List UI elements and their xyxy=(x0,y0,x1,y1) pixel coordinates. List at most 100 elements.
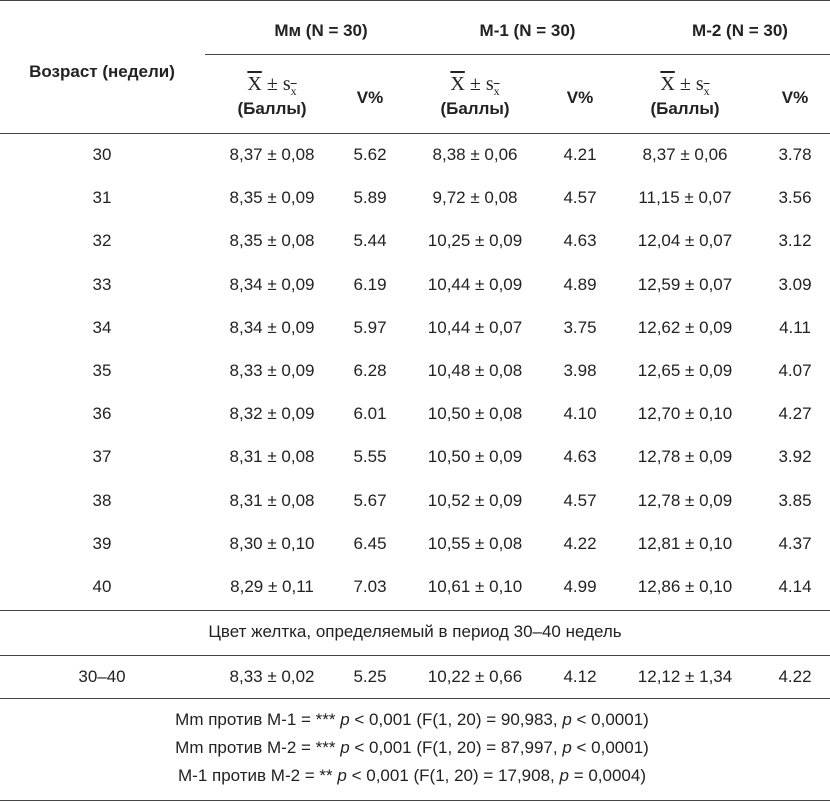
mean-header: X ± sx (Баллы) xyxy=(650,73,719,119)
note-part: < 0,0001) xyxy=(571,738,649,757)
note: M-1 против M-2 = ** p < 0,001 (F(1, 20) … xyxy=(178,766,646,786)
group-header: M-1 (N = 30) xyxy=(479,21,576,40)
cell-value: 12,04 ± 0,07 xyxy=(637,231,733,251)
rule xyxy=(0,698,830,699)
note-part: p xyxy=(562,738,572,757)
cell-value: 12,62 ± 0,09 xyxy=(637,317,733,337)
cell-value: 3.75 xyxy=(563,317,597,337)
cell-value: 10,52 ± 0,09 xyxy=(427,490,523,510)
cell-value: 4.22 xyxy=(778,667,812,686)
rule xyxy=(205,54,830,55)
cell-value: 4.57 xyxy=(563,490,597,510)
note-part: Mm против M-2 = *** xyxy=(175,738,341,757)
note-part: = 0,0004) xyxy=(568,766,646,785)
cell-value: 3.92 xyxy=(778,447,812,467)
cell-value: 4.11 xyxy=(779,317,811,337)
note-part: p xyxy=(559,766,569,785)
cell-value: 6.45 xyxy=(353,533,387,553)
cell-value: 12,65 ± 0,09 xyxy=(637,361,733,380)
mean-header: X ± sx (Баллы) xyxy=(440,73,509,119)
note: Mm против M-2 = *** p < 0,001 (F(1, 20) … xyxy=(175,738,649,758)
note-part: p xyxy=(562,710,572,729)
cell-value: 4.27 xyxy=(778,404,812,424)
formula-mean: X xyxy=(247,73,262,95)
age: 32 xyxy=(92,231,112,251)
formula: X ± sx xyxy=(440,73,509,99)
formula: X ± sx xyxy=(650,73,719,99)
cell-value: 8,38 ± 0,06 xyxy=(432,145,518,164)
mean-header: X ± sx (Баллы) xyxy=(237,73,306,119)
note-part: p xyxy=(340,710,350,729)
cell-value: 8,31 ± 0,08 xyxy=(229,447,315,467)
cell-value: 8,35 ± 0,08 xyxy=(229,231,315,251)
rule xyxy=(0,800,830,801)
cell-value: 4.63 xyxy=(563,231,597,251)
cell-value: 8,34 ± 0,09 xyxy=(229,274,315,294)
cell-value: 10,50 ± 0,09 xyxy=(427,447,523,467)
cell-value: 5.97 xyxy=(353,317,387,337)
cell-value: 5.44 xyxy=(353,231,387,251)
note-part: Mm против M-1 = *** xyxy=(175,710,341,729)
note-part: M-1 против M-2 = ** xyxy=(178,766,338,785)
age: 33 xyxy=(92,274,112,294)
cell-value: 8,31 ± 0,08 xyxy=(229,490,315,510)
cell-value: 6.19 xyxy=(353,274,387,294)
cell-value: 4.57 xyxy=(563,188,597,208)
formula-sub: x xyxy=(703,84,710,98)
formula-sub: x xyxy=(493,84,500,98)
formula-s: s xyxy=(695,73,704,95)
age-header: Возраст (недели) xyxy=(29,62,175,81)
cell-value: 6.28 xyxy=(353,361,387,380)
age: 39 xyxy=(92,533,112,553)
cell-value: 4.37 xyxy=(778,533,812,553)
note-part: < 0,0001) xyxy=(571,710,649,729)
cell-value: 10,22 ± 0,66 xyxy=(427,667,523,686)
section-label: Цвет желтка, определяемый в период 30–40… xyxy=(208,622,622,641)
cell-value: 9,72 ± 0,08 xyxy=(432,188,518,208)
cell-value: 8,33 ± 0,02 xyxy=(229,667,315,686)
cell-value: 12,78 ± 0,09 xyxy=(637,490,733,510)
cell-value: 10,25 ± 0,09 xyxy=(427,231,523,251)
age: 30 xyxy=(92,145,112,164)
cell-value: 10,55 ± 0,08 xyxy=(427,533,523,553)
cell-value: 8,34 ± 0,09 xyxy=(229,317,315,337)
cell-value: 8,30 ± 0,10 xyxy=(229,533,315,553)
cell-value: 5.55 xyxy=(353,447,387,467)
formula-mean: X xyxy=(450,73,465,95)
cell-value: 12,81 ± 0,10 xyxy=(637,533,733,553)
cell-value: 10,61 ± 0,10 xyxy=(427,577,523,596)
rule xyxy=(0,610,830,611)
formula-pm: ± xyxy=(469,73,481,95)
age: 37 xyxy=(92,447,112,467)
v-header: V% xyxy=(781,88,809,107)
rule xyxy=(0,0,830,1)
formula-pm: ± xyxy=(679,73,691,95)
cell-value: 12,78 ± 0,09 xyxy=(637,447,733,467)
cell-value: 10,44 ± 0,09 xyxy=(427,274,523,294)
cell-value: 3.98 xyxy=(563,361,597,380)
cell-value: 10,44 ± 0,07 xyxy=(427,317,523,337)
group-header: M-2 (N = 30) xyxy=(692,21,788,40)
cell-value: 5.25 xyxy=(353,667,387,686)
cell-value: 5.89 xyxy=(353,188,387,208)
group-header: Мм (N = 30) xyxy=(274,21,368,40)
unit: (Баллы) xyxy=(440,99,510,118)
cell-value: 3.78 xyxy=(778,145,812,164)
age: 30–40 xyxy=(78,667,126,686)
cell-value: 12,70 ± 0,10 xyxy=(637,404,733,424)
age: 35 xyxy=(92,361,112,380)
cell-value: 10,48 ± 0,08 xyxy=(427,361,523,380)
cell-value: 4.99 xyxy=(563,577,597,596)
rule xyxy=(0,655,830,656)
cell-value: 8,33 ± 0,09 xyxy=(229,361,315,380)
cell-value: 4.22 xyxy=(563,533,597,553)
cell-value: 12,59 ± 0,07 xyxy=(637,274,733,294)
v-header: V% xyxy=(566,88,594,107)
formula-s: s xyxy=(282,73,291,95)
age: 34 xyxy=(92,317,112,337)
cell-value: 4.12 xyxy=(563,667,597,686)
cell-value: 4.10 xyxy=(563,404,597,424)
cell-value: 10,50 ± 0,08 xyxy=(427,404,523,424)
note-part: p xyxy=(340,738,350,757)
cell-value: 11,15 ± 0,07 xyxy=(638,188,732,208)
